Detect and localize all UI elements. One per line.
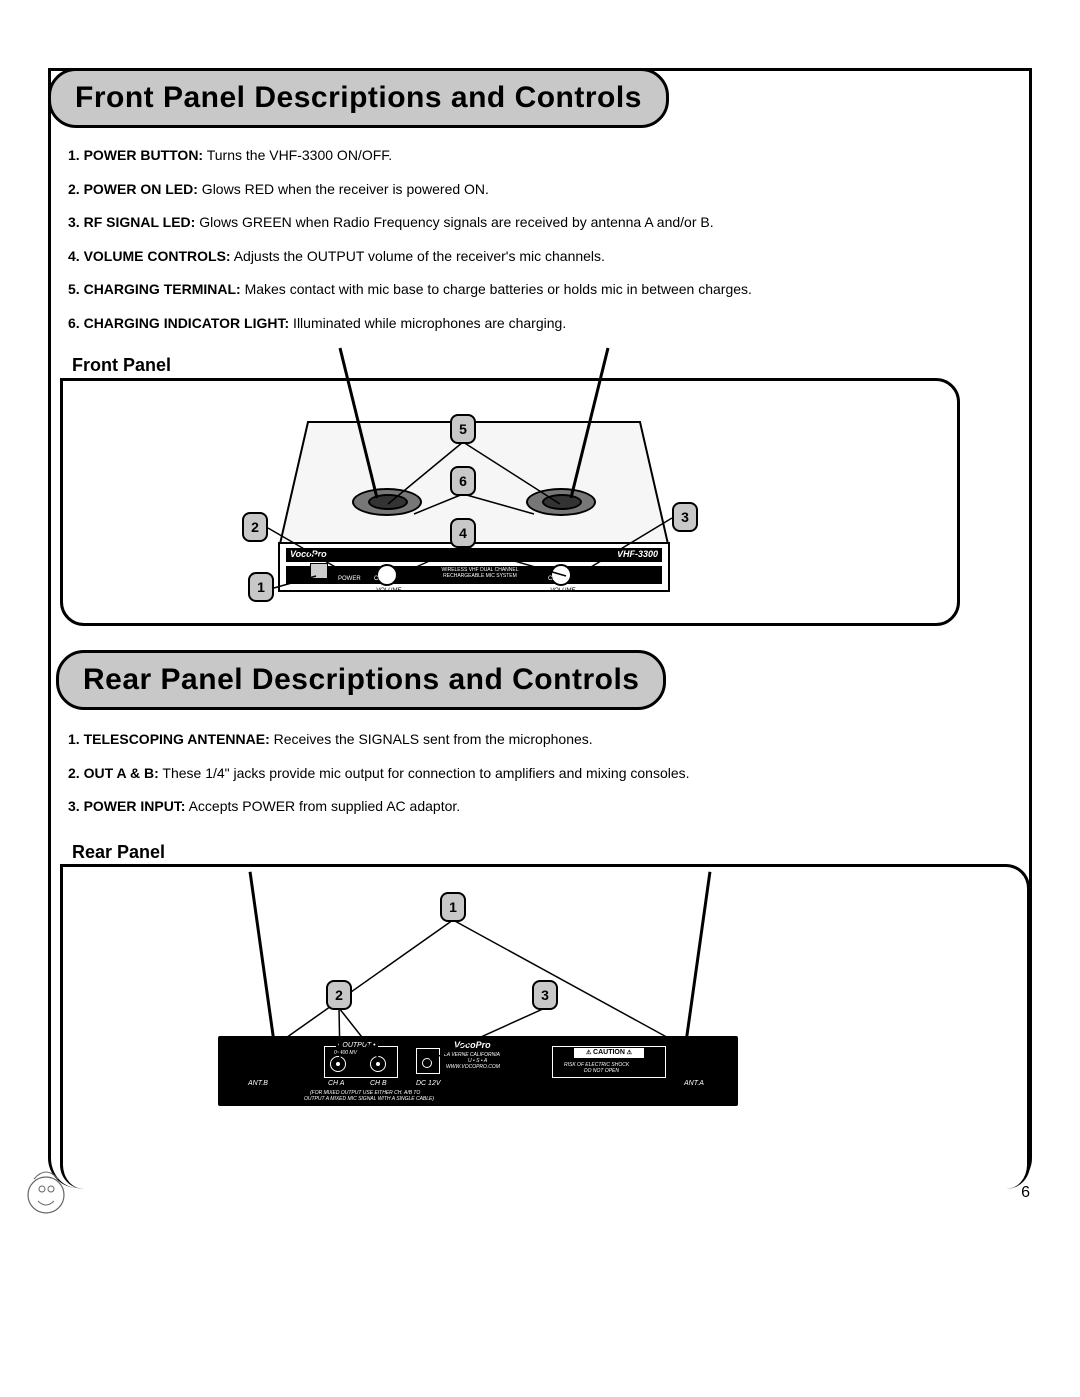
front-callout-5: 5 — [450, 414, 476, 444]
front-item-6: 6. CHARGING INDICATOR LIGHT: Illuminated… — [68, 314, 1008, 334]
front-subheader: Front Panel — [72, 355, 171, 376]
volume-knob-b — [550, 564, 572, 586]
front-callout-4: 4 — [450, 518, 476, 548]
front-device-illustration: VocoPro VHF-3300 ON WIRELESS VHF DUAL CH… — [284, 420, 664, 590]
brand-right: VHF-3300 — [617, 549, 658, 559]
front-section-header: Front Panel Descriptions and Controls — [48, 68, 669, 128]
rear-brand: VocoPro — [454, 1040, 491, 1050]
volume-knob-a — [376, 564, 398, 586]
front-callout-6: 6 — [450, 466, 476, 496]
rear-section-header: Rear Panel Descriptions and Controls — [56, 650, 666, 710]
front-list: 1. POWER BUTTON: Turns the VHF-3300 ON/O… — [68, 146, 1008, 348]
charging-terminal-left — [352, 488, 422, 516]
front-item-3: 3. RF SIGNAL LED: Glows GREEN when Radio… — [68, 213, 1008, 233]
jack-ch-b — [370, 1056, 386, 1072]
rear-header-text: Rear Panel Descriptions and Controls — [83, 663, 639, 696]
front-item-5: 5. CHARGING TERMINAL: Makes contact with… — [68, 280, 1008, 300]
front-callout-2: 2 — [242, 512, 268, 542]
front-item-1: 1. POWER BUTTON: Turns the VHF-3300 ON/O… — [68, 146, 1008, 166]
rear-item-2: 2. OUT A & B: These 1/4" jacks provide m… — [68, 764, 1008, 784]
front-callout-1: 1 — [248, 572, 274, 602]
charging-terminal-right — [526, 488, 596, 516]
front-header-text: Front Panel Descriptions and Controls — [75, 81, 642, 114]
front-item-4: 4. VOLUME CONTROLS: Adjusts the OUTPUT v… — [68, 247, 1008, 267]
rear-subheader: Rear Panel — [72, 842, 165, 863]
rear-callout-1: 1 — [440, 892, 466, 922]
rear-device-panel: VocoPro LA VERNE CALIFORNIA U • S • A WW… — [218, 1036, 738, 1106]
front-callout-3: 3 — [672, 502, 698, 532]
jack-ch-a — [330, 1056, 346, 1072]
rear-callout-3: 3 — [532, 980, 558, 1010]
rear-callout-2: 2 — [326, 980, 352, 1010]
front-item-2: 2. POWER ON LED: Glows RED when the rece… — [68, 180, 1008, 200]
rear-diagram-frame — [60, 864, 1030, 1189]
rear-item-1: 1. TELESCOPING ANTENNAE: Receives the SI… — [68, 730, 1008, 750]
rear-item-3: 3. POWER INPUT: Accepts POWER from suppl… — [68, 797, 1008, 817]
rear-list: 1. TELESCOPING ANTENNAE: Receives the SI… — [68, 730, 1008, 831]
page-number: 6 — [1021, 1184, 1030, 1202]
footer-logo-icon — [24, 1169, 68, 1217]
